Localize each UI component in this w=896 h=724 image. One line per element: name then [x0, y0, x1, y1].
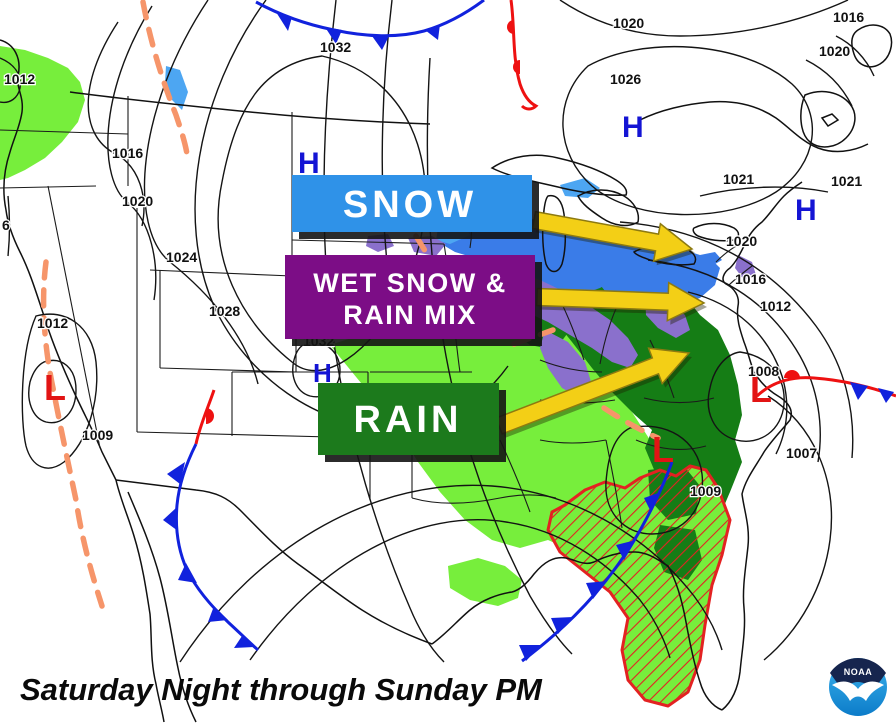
trough-west [40, 259, 105, 609]
lake-superior-outline [490, 154, 628, 196]
noaa-logo: NOAA [829, 658, 887, 716]
snow-box [292, 175, 532, 232]
isobars [0, 0, 875, 663]
stationary-front-atlantic-bump [784, 370, 800, 378]
pei-outline [820, 113, 840, 127]
severe-hatched-region [546, 464, 732, 708]
stationary-front-plains-warm [194, 389, 216, 445]
cold-front-gulf-triangles [519, 492, 661, 661]
low-center: L [652, 429, 674, 470]
arrow-mix [535, 281, 706, 322]
fronts [163, 0, 896, 663]
pressure-label: 6 [2, 217, 10, 233]
canada-border-line [69, 91, 431, 125]
pressure-label: 1028 [209, 303, 240, 319]
stationary-front-atlantic [755, 376, 896, 398]
pressure-label: 1009 [82, 427, 113, 443]
stationary-front-atlantic-triangles [850, 382, 894, 403]
mix-box-label-line2: RAIN MIX [343, 300, 477, 330]
mix-box-label-line1: WET SNOW & [313, 268, 506, 298]
pressure-label: 1020 [726, 233, 757, 249]
high-center: H [622, 111, 644, 144]
arrows [494, 210, 706, 435]
lake-michigan-outline [541, 194, 567, 273]
pressure-label: 1032 [320, 39, 351, 55]
callout-arrows [494, 210, 707, 438]
pressure-label: 1020 [122, 193, 153, 209]
pressure-label: 1012 [4, 71, 35, 87]
pressure-label: 1009 [690, 483, 721, 499]
pressure-label: 1020 [819, 43, 850, 59]
mexico-border-line [115, 479, 433, 645]
pressure-label: 1007 [786, 445, 817, 461]
gulf-coast-line [431, 551, 723, 711]
map-linework [0, 24, 893, 723]
lake-ontario-outline [692, 222, 740, 242]
trough-southeast [601, 405, 661, 441]
warm-front-top [509, 0, 539, 111]
low-center: L [750, 369, 772, 410]
rain-area-texas-coast [448, 558, 522, 606]
arrow-snow [531, 210, 694, 263]
state-borders [0, 96, 753, 529]
mix-area-md [540, 330, 592, 398]
high-center: H [298, 147, 320, 180]
mix-area-coast [735, 255, 756, 280]
snow-area-pnw [165, 66, 188, 110]
pressure-label: 1016 [833, 9, 864, 25]
mix-box [285, 255, 535, 339]
rain-box [318, 383, 499, 455]
pressure-label: 1012 [37, 315, 68, 331]
west-coast-line [0, 39, 117, 481]
pressure-label: 1021 [723, 171, 754, 187]
noaa-logo-text: NOAA [844, 667, 873, 677]
warm-front-top-bumps [507, 20, 520, 74]
pressure-label: 1016 [112, 145, 143, 161]
rain-area-pnw [0, 46, 85, 180]
valid-time-caption: Saturday Night through Sunday PM [20, 672, 543, 707]
pressure-label: 1016 [735, 271, 766, 287]
severe-region-hatch [546, 464, 732, 708]
lake-huron-outline [577, 189, 640, 227]
stationary-front-plains-warm-bump [206, 408, 214, 424]
east-coast-line [721, 181, 803, 711]
baja-line [115, 479, 165, 723]
pressure-label: 1021 [831, 173, 862, 189]
pressure-label: 1026 [610, 71, 641, 87]
pressure-label: 1008 [748, 363, 779, 379]
nova-scotia-outline [800, 90, 856, 148]
arrow-rain [494, 347, 691, 435]
pressure-label: 1024 [166, 249, 197, 265]
pressure-labels: 1012 1016 1020 6 1024 1028 1012 1009 103… [1, 8, 866, 501]
cold-front-plains-triangles [163, 462, 254, 648]
pressure-label: 1020 [613, 15, 644, 31]
rain-box-label: RAIN [354, 399, 463, 441]
pressure-centers: H H H H L L L [44, 111, 817, 470]
trough-northwest [140, 0, 190, 157]
high-center: H [795, 194, 817, 227]
pressure-label: 1012 [760, 298, 791, 314]
newfoundland-outline [851, 24, 893, 68]
gulf-of-california-line [127, 491, 197, 723]
low-center: L [44, 367, 66, 408]
high-center: H [313, 358, 332, 388]
noaa-logo-gull [832, 681, 884, 701]
st-lawrence-line [639, 100, 869, 153]
snow-box-label: SNOW [343, 184, 477, 226]
callout-boxes: SNOW WET SNOW & RAIN MIX RAIN [285, 175, 542, 462]
cold-front-north-triangles [276, 12, 440, 50]
